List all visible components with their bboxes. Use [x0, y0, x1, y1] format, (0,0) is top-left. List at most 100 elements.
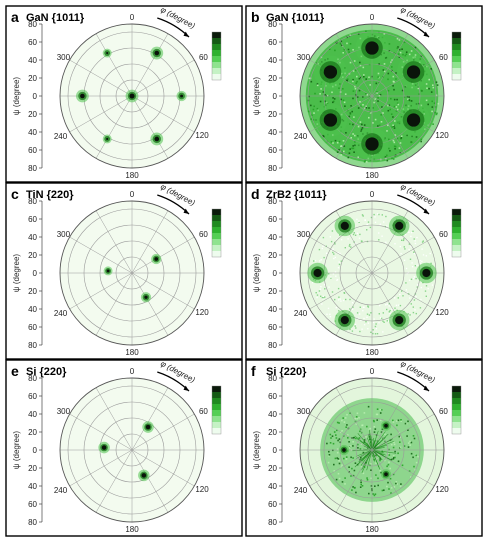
panel-b: 80 60 40 20 0 20 40 60 80 ψ (degree) 0 60 120 180 240 3… — [245, 5, 483, 183]
speckle — [405, 267, 408, 270]
colorbar-step — [212, 398, 221, 404]
grid-spoke — [69, 59, 133, 97]
speckle — [394, 297, 396, 299]
panel-letter: e — [11, 363, 19, 379]
psi-tick-label: 60 — [268, 392, 277, 401]
speckle — [366, 477, 368, 479]
speckle — [401, 89, 404, 92]
psi-axis: 80 60 40 20 0 20 40 60 80 — [28, 20, 43, 173]
speckle — [389, 150, 391, 152]
speckle — [346, 424, 348, 426]
spot-core — [106, 137, 109, 141]
speckle — [405, 422, 408, 425]
psi-tick-label: 80 — [268, 341, 277, 350]
speckle — [421, 260, 423, 263]
speckle — [383, 489, 385, 491]
grid-spoke — [95, 387, 133, 451]
speckle — [410, 141, 413, 144]
speckle — [408, 243, 411, 245]
speckle — [369, 84, 371, 86]
grid-spoke — [309, 272, 373, 310]
phi-arrowhead — [423, 385, 429, 391]
speckle — [338, 296, 340, 298]
speckle — [369, 112, 372, 114]
phi-angle-0: 0 — [370, 367, 375, 376]
speckle — [384, 156, 387, 158]
spot — [76, 89, 89, 103]
psi-tick-label: 40 — [28, 410, 37, 419]
speckle — [409, 440, 411, 443]
speckle — [415, 454, 417, 457]
speckle — [358, 237, 361, 239]
speckle — [338, 261, 340, 263]
speckle — [399, 304, 402, 307]
speckle — [359, 458, 361, 461]
grid-spoke — [69, 95, 133, 133]
phi-angle-120: 120 — [435, 131, 449, 140]
speckle — [383, 221, 385, 223]
colorbar-step — [452, 227, 461, 233]
speckle — [408, 53, 411, 56]
speckle — [409, 297, 411, 299]
colorbar-frame — [451, 385, 462, 435]
speckle — [363, 439, 366, 441]
speckle — [354, 69, 357, 72]
speckle — [372, 332, 374, 335]
speckle — [384, 57, 387, 59]
speckle — [330, 240, 333, 243]
speckle — [389, 309, 391, 312]
speckle — [352, 70, 355, 72]
speckle — [320, 286, 322, 288]
speckle — [322, 134, 324, 137]
speckle — [360, 466, 363, 468]
speckle — [395, 482, 397, 485]
speckle — [363, 124, 366, 126]
colorbar-step — [212, 233, 221, 239]
speckle — [412, 435, 415, 437]
speckle — [354, 144, 356, 147]
speckle — [377, 477, 379, 480]
speckle — [352, 49, 354, 51]
speckle — [432, 123, 434, 125]
speckle — [354, 134, 356, 137]
speckle — [380, 317, 383, 319]
speckle — [393, 125, 395, 127]
speckle — [356, 417, 358, 420]
speckle — [362, 96, 364, 98]
streak — [371, 449, 382, 458]
speckle — [431, 110, 433, 113]
speckle — [354, 141, 356, 143]
speckle — [372, 419, 375, 422]
speckle — [430, 91, 433, 93]
colorbar-step — [212, 227, 221, 233]
speckle — [397, 419, 400, 422]
speckle — [373, 213, 375, 216]
speckle — [420, 286, 422, 289]
speckle — [398, 435, 401, 438]
speckle — [332, 142, 334, 144]
speckle — [407, 429, 409, 431]
speckle — [408, 231, 410, 233]
speckle — [379, 93, 382, 96]
speckle — [349, 243, 351, 246]
spot — [313, 103, 348, 137]
speckle — [323, 256, 325, 259]
speckle — [383, 63, 386, 65]
speckle — [322, 297, 325, 299]
speckle — [396, 37, 399, 40]
speckle — [346, 42, 348, 45]
speckle — [417, 455, 419, 458]
speckle — [353, 469, 356, 472]
grid-spoke — [335, 449, 373, 513]
colorbar-step — [212, 428, 221, 434]
speckle — [354, 234, 357, 236]
grid-spoke — [69, 236, 133, 274]
speckle — [396, 137, 399, 140]
speckle — [364, 219, 366, 221]
speckle — [331, 435, 334, 437]
spot — [102, 48, 112, 58]
speckle — [392, 421, 395, 423]
speckle — [339, 441, 342, 444]
polar-grid — [60, 201, 204, 345]
